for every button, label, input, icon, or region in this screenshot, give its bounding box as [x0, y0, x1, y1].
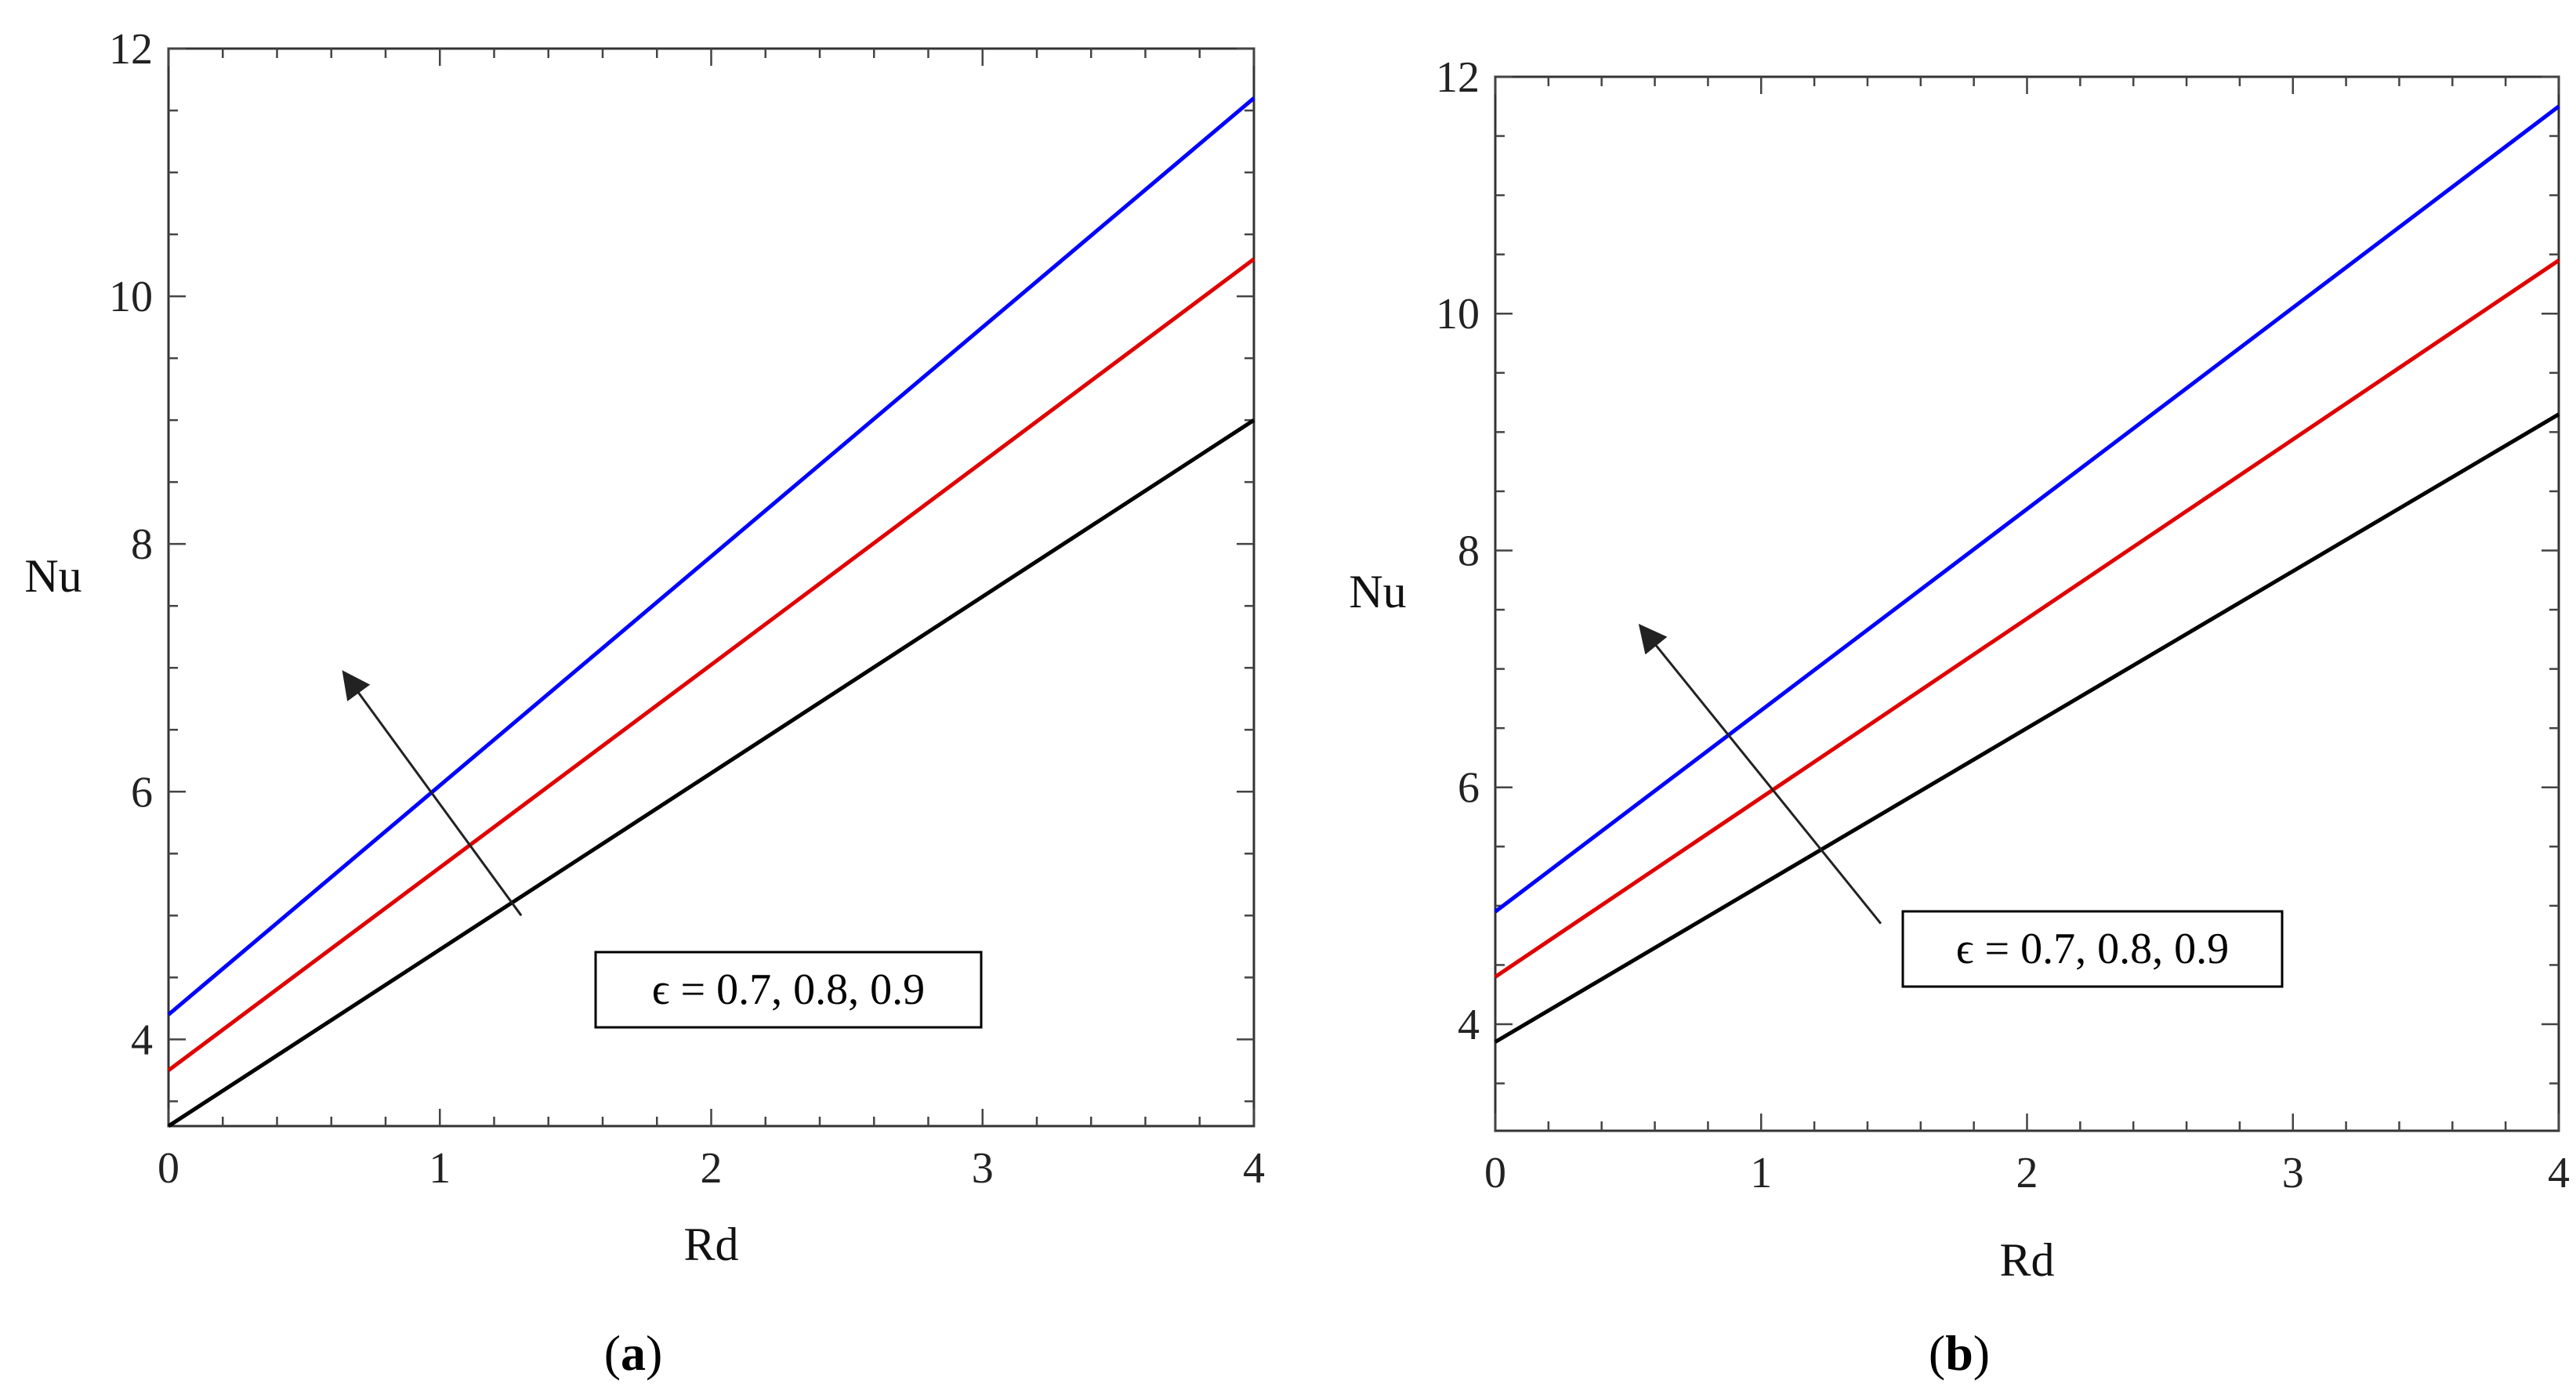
y-tick-label: 8: [131, 520, 153, 569]
series-line-1: [167, 418, 1255, 1128]
y-tick-label: 12: [1436, 53, 1480, 102]
y-tick-label: 10: [1436, 290, 1480, 339]
y-tick-label: 6: [1458, 764, 1480, 813]
series-line-2: [167, 257, 1255, 1072]
panel-caption: (a): [604, 1325, 663, 1381]
annotation-box: [1901, 910, 2284, 988]
y-axis-label: Nu: [24, 550, 82, 602]
y-axis-label: Nu: [1349, 566, 1406, 618]
x-axis-label: Rd: [683, 1219, 738, 1270]
y-tick-label: 12: [109, 25, 153, 74]
series-line-3: [1494, 104, 2560, 914]
annotation-arrow: [1638, 624, 1882, 925]
x-tick-label: 3: [2282, 1149, 2304, 1197]
x-tick-label: 1: [429, 1144, 451, 1193]
series-line-2: [1494, 259, 2560, 979]
y-tick-label: 10: [109, 273, 153, 321]
annotation-box: [594, 951, 983, 1029]
x-tick-label: 2: [2016, 1149, 2038, 1197]
y-tick-label: 8: [1458, 527, 1480, 575]
y-tick-label: 4: [131, 1016, 153, 1064]
annotation-text: ϵ = 0.7, 0.8, 0.9: [652, 965, 925, 1014]
x-tick-label: 1: [1750, 1149, 1772, 1197]
series-line-3: [167, 96, 1255, 1016]
annotation-text: ϵ = 0.7, 0.8, 0.9: [1956, 925, 2229, 973]
x-tick-label: 3: [972, 1144, 994, 1193]
annotation-arrow: [342, 670, 523, 917]
x-tick-label: 0: [1484, 1149, 1506, 1197]
x-axis-label: Rd: [1999, 1234, 2054, 1286]
series-line-1: [1494, 412, 2560, 1044]
x-tick-label: 0: [158, 1144, 179, 1193]
x-tick-label: 2: [701, 1144, 723, 1193]
x-tick-label: 4: [1243, 1144, 1265, 1193]
x-tick-label: 4: [2548, 1149, 2570, 1197]
y-tick-label: 6: [131, 768, 153, 817]
y-tick-label: 4: [1458, 1001, 1480, 1049]
panel-caption: (b): [1929, 1325, 1990, 1381]
